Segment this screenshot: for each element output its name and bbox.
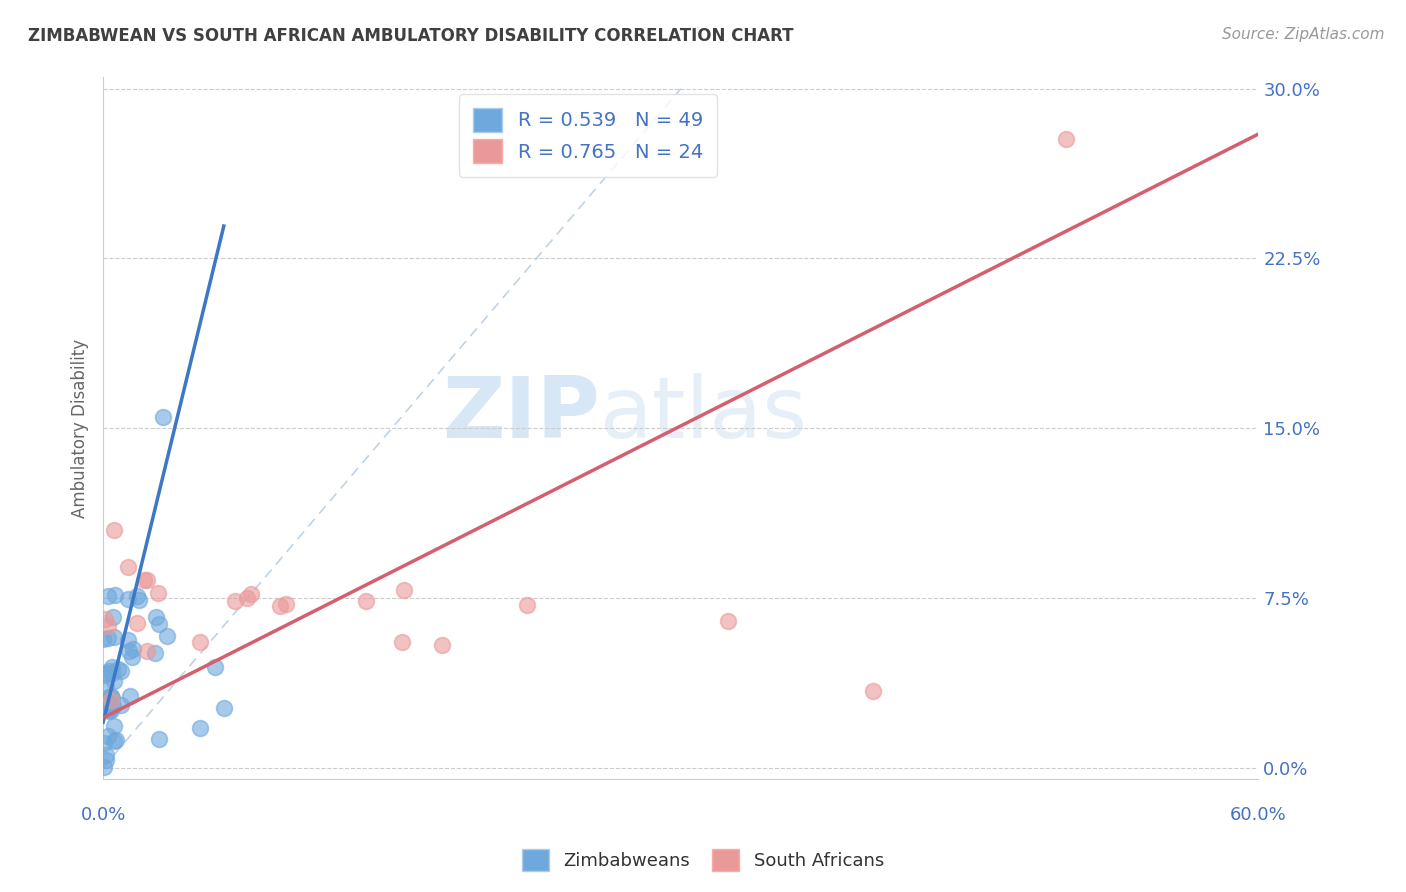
Point [103, 734, 125, 748]
Point [110, 698, 132, 712]
Point [100, 690, 122, 704]
Point [392, 583, 415, 598]
Point [127, 615, 149, 630]
Y-axis label: Ambulatory Disability: Ambulatory Disability [72, 339, 89, 517]
Point [862, 683, 884, 698]
Point [1054, 131, 1077, 145]
Point [103, 609, 125, 624]
Legend: R = 0.539   N = 49, R = 0.765   N = 24: R = 0.539 N = 49, R = 0.765 N = 24 [460, 95, 717, 177]
Point [110, 665, 132, 679]
Point [101, 690, 124, 705]
Point [128, 592, 150, 607]
Point [717, 614, 740, 628]
Point [274, 597, 297, 611]
Point [94, 680, 117, 694]
Point [103, 523, 125, 537]
Point [97, 665, 120, 679]
Point [98, 690, 121, 704]
Point [97, 704, 120, 718]
Point [97, 589, 120, 603]
Point [93, 736, 115, 750]
Point [97, 729, 120, 743]
Point [516, 598, 538, 612]
Point [103, 630, 125, 644]
Point [391, 635, 413, 649]
Point [101, 666, 124, 681]
Point [101, 660, 124, 674]
Point [100, 703, 122, 717]
Point [145, 610, 167, 624]
Point [190, 635, 212, 649]
Point [239, 587, 262, 601]
Point [122, 642, 145, 657]
Point [152, 409, 174, 424]
Legend: Zimbabweans, South Africans: Zimbabweans, South Africans [515, 842, 891, 879]
Text: 0.0%: 0.0% [80, 806, 125, 824]
Point [135, 573, 157, 587]
Point [127, 589, 149, 603]
Point [96, 747, 118, 762]
Text: ZIMBABWEAN VS SOUTH AFRICAN AMBULATORY DISABILITY CORRELATION CHART: ZIMBABWEAN VS SOUTH AFRICAN AMBULATORY D… [28, 27, 793, 45]
Point [236, 591, 259, 605]
Point [118, 689, 141, 703]
Point [117, 632, 139, 647]
Point [121, 649, 143, 664]
Point [94, 666, 117, 681]
Point [212, 701, 235, 715]
Point [105, 732, 128, 747]
Text: ZIP: ZIP [441, 373, 600, 456]
Point [269, 599, 291, 614]
Point [224, 594, 246, 608]
Point [103, 719, 125, 733]
Point [156, 629, 179, 643]
Point [204, 660, 226, 674]
Point [430, 639, 453, 653]
Point [100, 693, 122, 707]
Point [148, 617, 170, 632]
Text: Source: ZipAtlas.com: Source: ZipAtlas.com [1222, 27, 1385, 42]
Point [135, 644, 157, 658]
Point [96, 631, 118, 645]
Point [97, 619, 120, 633]
Point [143, 646, 166, 660]
Point [104, 588, 127, 602]
Point [96, 753, 118, 767]
Point [148, 732, 170, 747]
Point [97, 703, 120, 717]
Point [93, 668, 115, 682]
Point [101, 699, 124, 714]
Text: 60.0%: 60.0% [1230, 806, 1286, 824]
Point [93, 760, 115, 774]
Point [93, 611, 115, 625]
Point [117, 592, 139, 607]
Point [117, 560, 139, 574]
Point [118, 644, 141, 658]
Point [107, 662, 129, 676]
Point [188, 721, 211, 735]
Point [354, 594, 377, 608]
Point [93, 632, 115, 647]
Point [103, 674, 125, 689]
Point [146, 586, 169, 600]
Point [132, 573, 155, 587]
Text: atlas: atlas [600, 373, 808, 456]
Point [96, 694, 118, 708]
